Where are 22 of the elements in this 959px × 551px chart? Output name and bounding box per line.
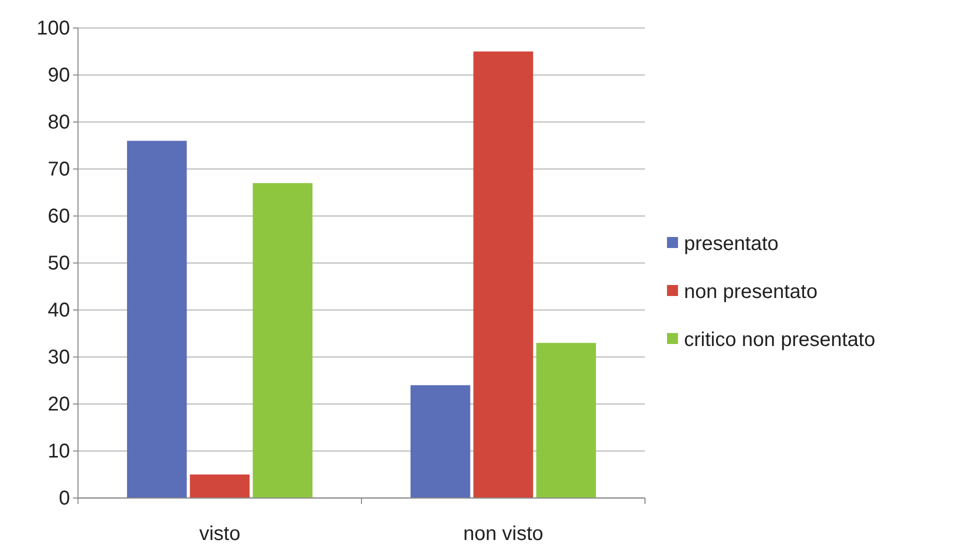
legend-label: presentato [684, 233, 779, 255]
y-tick-label: 0 [58, 487, 70, 510]
bar [190, 474, 250, 498]
y-tick-label: 20 [48, 393, 70, 416]
x-tick-label: visto [199, 523, 240, 545]
y-tick-label: 100 [36, 17, 70, 40]
y-tick-label: 70 [48, 158, 70, 180]
bar [536, 342, 596, 498]
bar [127, 140, 187, 498]
x-tick-label: non visto [463, 523, 544, 545]
y-tick-label: 50 [48, 252, 70, 274]
y-tick-label: 10 [48, 440, 70, 462]
y-tick-label: 40 [48, 299, 70, 322]
bar [473, 52, 534, 498]
y-tick-label: 90 [48, 64, 70, 86]
y-tick-label: 80 [48, 111, 70, 134]
y-tick-label: 30 [48, 346, 70, 368]
y-tick-label: 60 [48, 205, 70, 228]
legend-label: non presentato [684, 281, 818, 303]
bar [252, 183, 312, 498]
legend-label: critico non presentato [684, 329, 876, 351]
bar [410, 385, 470, 498]
